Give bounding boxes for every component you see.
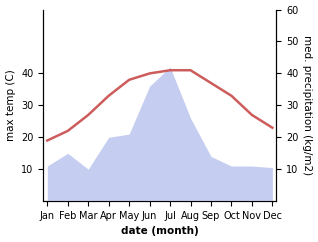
Y-axis label: med. precipitation (kg/m2): med. precipitation (kg/m2) [302, 35, 313, 175]
Y-axis label: max temp (C): max temp (C) [5, 69, 16, 141]
X-axis label: date (month): date (month) [121, 227, 199, 236]
